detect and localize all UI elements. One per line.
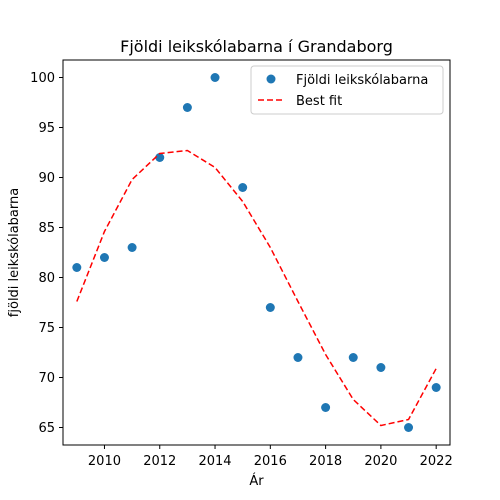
x-tick-label: 2018 xyxy=(309,454,342,469)
plot-area xyxy=(72,73,441,432)
legend-marker-scatter xyxy=(266,74,276,84)
scatter-point xyxy=(348,353,358,362)
scatter-point xyxy=(404,423,414,432)
scatter-point xyxy=(321,403,331,412)
x-tick-label: 2010 xyxy=(88,454,121,469)
scatter-point xyxy=(127,243,137,252)
scatter-point xyxy=(293,353,303,362)
x-tick-label: 2012 xyxy=(143,454,176,469)
y-tick-label: 70 xyxy=(38,371,55,386)
x-tick-label: 2016 xyxy=(254,454,287,469)
x-tick-label: 2022 xyxy=(420,454,453,469)
y-axis-title: fjöldi leikskólabarna xyxy=(7,188,22,317)
axes-frame xyxy=(62,59,451,446)
scatter-point xyxy=(155,153,165,162)
scatter-point xyxy=(210,73,220,82)
scatter-point xyxy=(376,363,386,372)
scatter-point xyxy=(182,103,192,112)
best-fit-line xyxy=(76,149,437,427)
chart-title: Fjöldi leikskólabarna í Grandaborg xyxy=(120,37,393,56)
legend-label-scatter: Fjöldi leikskólabarna xyxy=(296,73,428,88)
x-axis: 2010 2012 2014 2016 2018 2020 2022 xyxy=(88,445,453,469)
legend-label-best-fit: Best fit xyxy=(296,94,342,109)
scatter-point xyxy=(99,253,109,262)
scatter-point xyxy=(265,303,275,312)
scatter-point xyxy=(72,263,82,272)
y-tick-label: 65 xyxy=(38,421,55,436)
scatter-point xyxy=(238,183,248,192)
y-tick-label: 100 xyxy=(30,71,55,86)
y-tick-label: 85 xyxy=(38,221,55,236)
y-axis: 65 70 75 80 85 90 95 100 xyxy=(30,71,63,436)
scatter-point xyxy=(431,383,441,392)
x-axis-title: Ár xyxy=(249,473,264,489)
x-tick-label: 2014 xyxy=(198,454,231,469)
y-tick-label: 80 xyxy=(38,271,55,286)
y-tick-label: 75 xyxy=(38,321,55,336)
legend-box xyxy=(250,65,444,115)
y-tick-label: 90 xyxy=(38,171,55,186)
legend: Fjöldi leikskólabarna Best fit xyxy=(250,65,444,115)
y-tick-label: 95 xyxy=(38,121,55,136)
x-tick-label: 2020 xyxy=(364,454,397,469)
